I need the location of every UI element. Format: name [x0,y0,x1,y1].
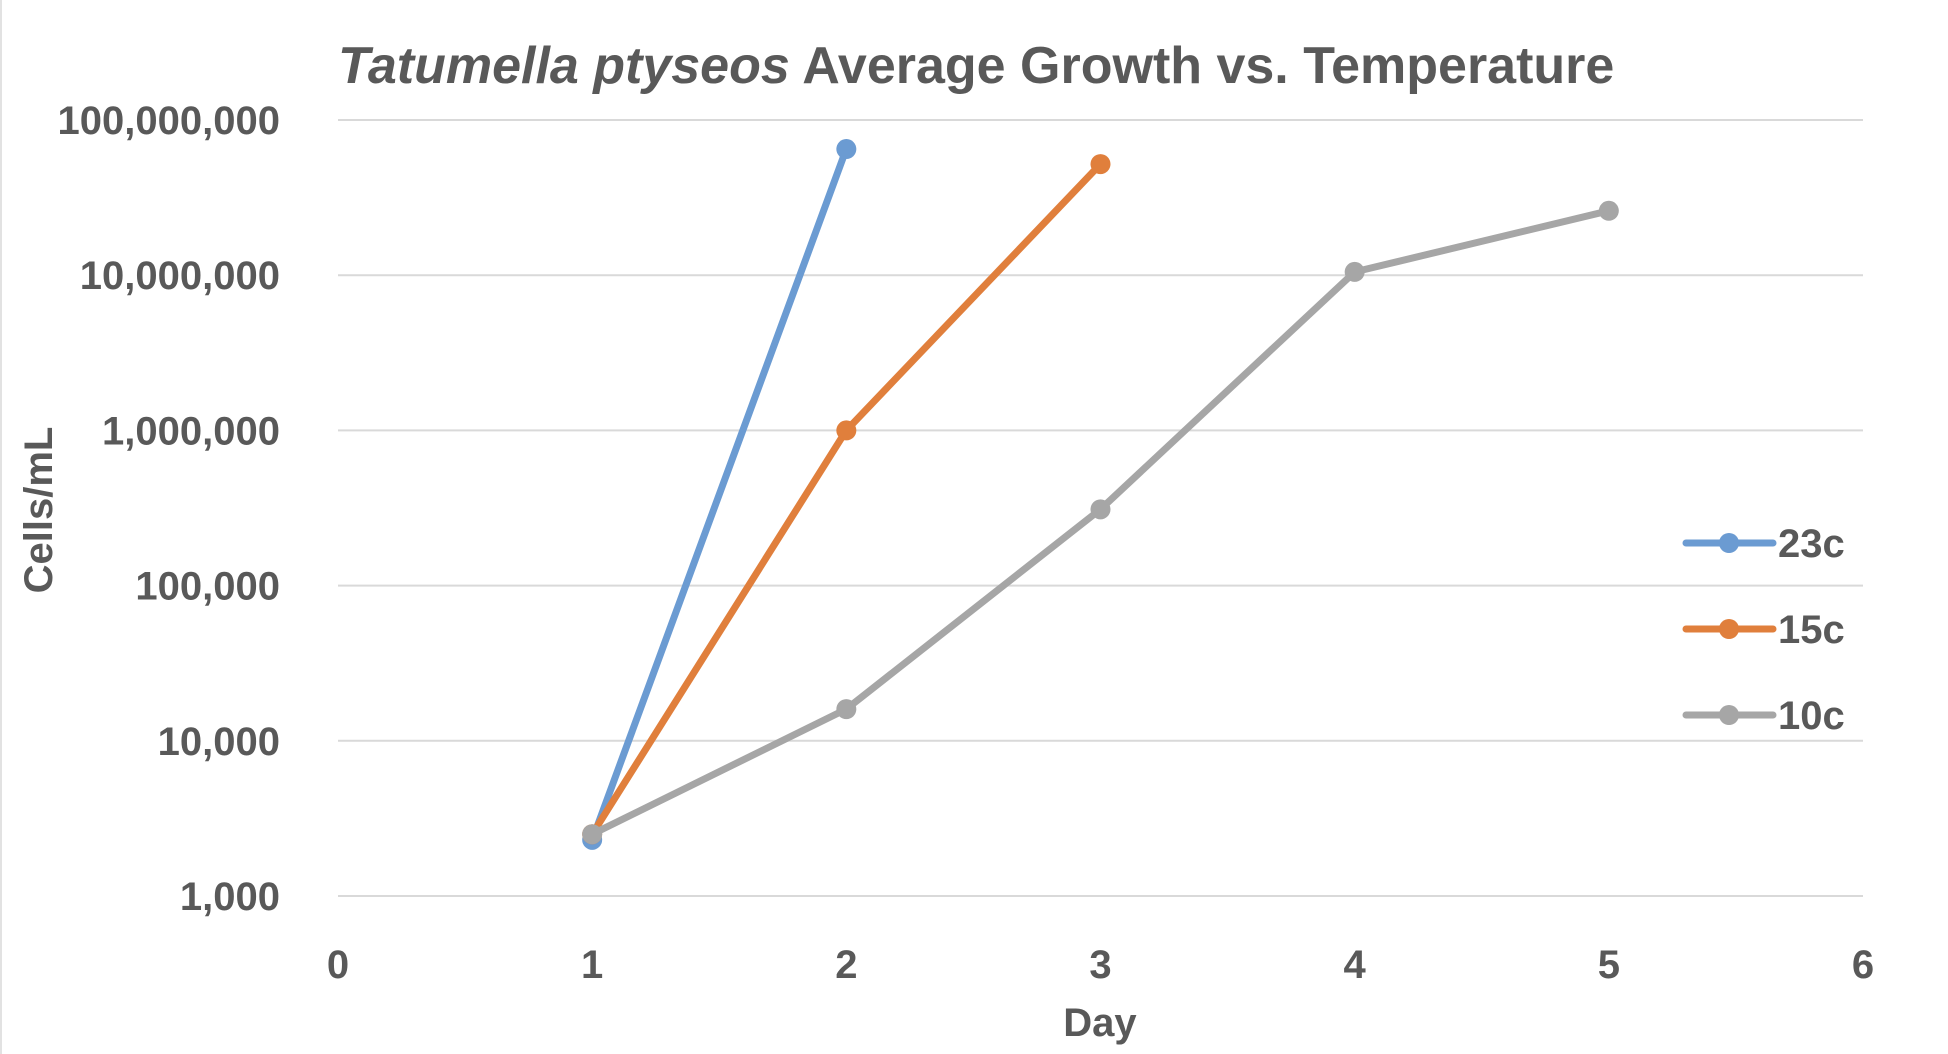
y-tick-label: 10,000 [158,720,280,764]
data-point-15c [1090,154,1111,175]
data-point-10c [1090,499,1111,520]
x-tick-label: 5 [1598,943,1620,987]
x-axis-label: Day [1063,1001,1137,1045]
legend-label: 15c [1778,608,1845,652]
legend-item-15c: 15c [1682,608,1845,652]
data-point-10c [1598,200,1619,221]
x-tick-label: 0 [327,943,349,987]
data-point-10c [836,699,857,720]
legend-item-23c: 23c [1682,522,1845,566]
legend-swatch-marker [1719,533,1739,553]
chart-title-rest: Average Growth vs. Temperature [790,37,1615,95]
series-line-23c [588,145,850,844]
y-tick-label: 100,000,000 [58,99,280,143]
y-tick-label: 1,000 [180,875,280,919]
data-point-10c [582,824,603,845]
data-point-10c [1344,261,1365,282]
y-tick-label: 100,000 [135,565,280,609]
y-tick-label: 1,000,000 [102,409,280,453]
chart-title-italic: Tatumella ptyseos [338,37,790,95]
y-tick-label: 10,000,000 [80,254,280,298]
series-line-15c [588,160,1104,838]
y-axis-label: Cells/mL [17,427,61,594]
legend-swatch-marker [1719,619,1739,639]
chart-title: Tatumella ptyseos Average Growth vs. Tem… [338,37,1614,95]
series-10c [582,200,1619,845]
x-tick-label: 1 [581,943,603,987]
legend: 23c 15c 10c [1682,522,1845,738]
legend-item-10c: 10c [1682,694,1845,738]
x-tick-label: 6 [1852,943,1874,987]
x-tick-label: 4 [1344,943,1367,987]
x-tick-label: 3 [1089,943,1111,987]
x-tick-label: 2 [835,943,857,987]
series-lines [582,139,1619,850]
legend-label: 23c [1778,522,1845,566]
y-axis-ticks: 1,000 10,000 100,000 1,000,000 10,000,000 100… [58,99,280,919]
gridlines [338,119,1863,897]
legend-label: 10c [1778,694,1845,738]
x-axis-ticks: 0 1 2 3 4 5 6 [327,943,1874,987]
series-23c [582,139,857,850]
data-point-23c [836,139,857,160]
data-point-15c [836,420,857,441]
legend-swatch-marker [1719,705,1739,725]
